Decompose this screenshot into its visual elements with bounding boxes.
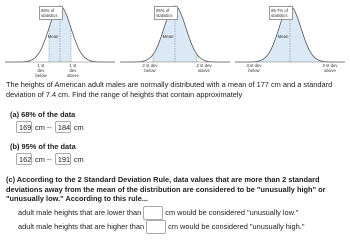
diagrams <box>5 5 345 63</box>
input-high[interactable]: 191.8 <box>54 153 71 165</box>
separator: cm -- <box>35 122 52 132</box>
percent-label: 95% of statistics <box>154 6 178 20</box>
part-a-label: (a) 68% of the data <box>10 110 76 119</box>
page: 68% of statistics Mean 1 st dev below 1 st … <box>5 5 345 235</box>
separator: cm -- <box>35 154 52 164</box>
part-c-text: (c) According to the 2 Standard Deviatio… <box>6 175 326 204</box>
right-label: 2 st dev above <box>196 63 212 73</box>
mean-label: Mean <box>277 34 289 39</box>
mean-label: Mean <box>162 34 174 39</box>
part-c-high: adult male heights that are higher than c… <box>18 220 305 235</box>
part-a-row: 169.6 cm -- 184.4 cm <box>16 121 84 133</box>
right-label: 1 st dev above <box>67 63 79 78</box>
input-high[interactable]: 184.4 <box>54 121 71 133</box>
left-label: 2 st dev below <box>142 63 158 73</box>
intro: The heights of American adult males are … <box>6 80 333 99</box>
text: cm would be considered "unusually low." <box>165 208 299 217</box>
input[interactable] <box>146 220 167 235</box>
unit: cm <box>73 122 84 132</box>
left-label: 1 st dev below <box>35 63 47 78</box>
percent-label: 68% of statistics <box>39 6 63 20</box>
text: cm would be considered "unusually high." <box>168 222 305 231</box>
text: adult male heights that are higher than <box>18 222 145 231</box>
part-b-label: (b) 95% of the data <box>10 142 76 151</box>
unit: cm <box>73 154 84 164</box>
right-label: 3 st dev above <box>322 63 338 73</box>
input-low[interactable]: 169.6 <box>16 121 32 133</box>
mean-label: Mean <box>47 34 59 39</box>
part-c-low: adult male heights that are lower than cm… <box>18 206 299 221</box>
left-label: 3 st dev below <box>246 63 262 73</box>
percent-label: 99.7% of statistics <box>269 6 293 20</box>
text: adult male heights that are lower than <box>18 208 142 217</box>
part-b-row: 162.2 cm -- 191.8 cm <box>16 153 84 165</box>
input-low[interactable]: 162.2 <box>16 153 32 165</box>
input[interactable] <box>143 206 164 221</box>
